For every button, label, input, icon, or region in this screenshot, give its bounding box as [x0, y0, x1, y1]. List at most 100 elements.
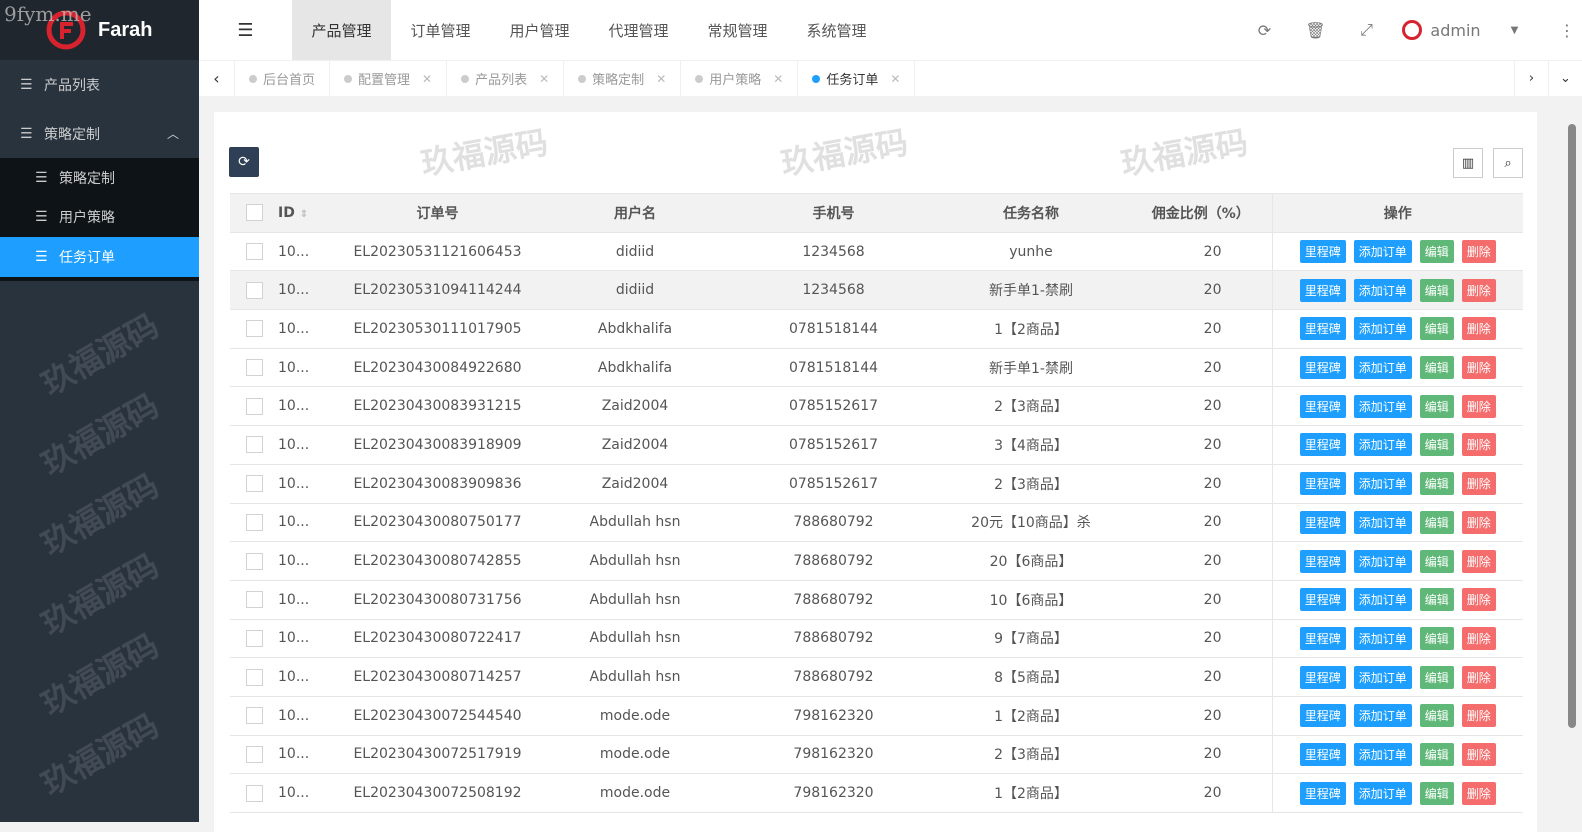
add-order-button[interactable]: 添加订单 — [1353, 278, 1412, 302]
delete-button[interactable]: 删除 — [1461, 317, 1496, 341]
sidebar-item-strategy[interactable]: ☰ 策略定制 ︿ — [0, 109, 199, 158]
row-checkbox[interactable] — [230, 541, 278, 581]
scrollbar[interactable] — [1568, 112, 1578, 812]
topnav-order[interactable]: 订单管理 — [410, 21, 471, 40]
edit-button[interactable]: 编辑 — [1419, 317, 1454, 341]
add-order-button[interactable]: 添加订单 — [1353, 781, 1412, 805]
table-refresh-button[interactable]: ⟳ — [229, 147, 259, 177]
edit-button[interactable]: 编辑 — [1419, 781, 1454, 805]
row-checkbox[interactable] — [230, 657, 278, 697]
tab-user-strategy[interactable]: 用户策略 ✕ — [681, 61, 799, 96]
sidebar-item-task-orders[interactable]: ☰ 任务订单 — [0, 237, 199, 277]
edit-button[interactable]: 编辑 — [1419, 472, 1454, 496]
edit-button[interactable]: 编辑 — [1419, 356, 1454, 380]
tab-task-orders[interactable]: 任务订单 ✕ — [798, 61, 916, 96]
edit-button[interactable]: 编辑 — [1419, 588, 1454, 612]
add-order-button[interactable]: 添加订单 — [1353, 742, 1412, 766]
select-all-checkbox[interactable] — [230, 193, 278, 233]
row-checkbox[interactable] — [230, 425, 278, 465]
milestone-button[interactable]: 里程碑 — [1299, 510, 1346, 534]
tab-config[interactable]: 配置管理 ✕ — [330, 61, 448, 96]
milestone-button[interactable]: 里程碑 — [1299, 781, 1346, 805]
delete-button[interactable]: 删除 — [1461, 626, 1496, 650]
edit-button[interactable]: 编辑 — [1419, 240, 1454, 264]
topnav-user[interactable]: 用户管理 — [509, 21, 570, 40]
refresh-icon[interactable]: ⟳ — [1257, 20, 1272, 40]
topnav-system[interactable]: 系统管理 — [806, 21, 867, 40]
row-checkbox[interactable] — [230, 464, 278, 504]
milestone-button[interactable]: 里程碑 — [1299, 742, 1346, 766]
edit-button[interactable]: 编辑 — [1419, 665, 1454, 689]
milestone-button[interactable]: 里程碑 — [1299, 588, 1346, 612]
delete-button[interactable]: 删除 — [1461, 433, 1496, 457]
edit-button[interactable]: 编辑 — [1419, 510, 1454, 534]
tab-home[interactable]: 后台首页 — [235, 61, 331, 96]
delete-button[interactable]: 删除 — [1461, 356, 1496, 380]
milestone-button[interactable]: 里程碑 — [1299, 356, 1346, 380]
search-button[interactable]: ⌕ — [1493, 148, 1523, 178]
milestone-button[interactable]: 里程碑 — [1299, 549, 1346, 573]
tab-strategy[interactable]: 策略定制 ✕ — [564, 61, 682, 96]
row-checkbox[interactable] — [230, 386, 278, 427]
edit-button[interactable]: 编辑 — [1419, 626, 1454, 650]
delete-button[interactable]: 删除 — [1461, 549, 1496, 573]
add-order-button[interactable]: 添加订单 — [1353, 510, 1412, 534]
tabs-prev-icon[interactable]: ‹ — [199, 61, 235, 96]
row-checkbox[interactable] — [230, 503, 278, 543]
topnav-product[interactable]: 产品管理 — [292, 0, 391, 60]
close-icon[interactable]: ✕ — [773, 71, 784, 86]
row-checkbox[interactable] — [230, 696, 278, 736]
delete-button[interactable]: 删除 — [1461, 781, 1496, 805]
delete-button[interactable]: 删除 — [1461, 240, 1496, 264]
tabs-dropdown-icon[interactable]: ⌄ — [1548, 61, 1582, 96]
sidebar-item-product-list[interactable]: ☰ 产品列表 — [0, 60, 199, 109]
close-icon[interactable]: ✕ — [422, 71, 433, 86]
milestone-button[interactable]: 里程碑 — [1299, 704, 1346, 728]
sidebar-item-strategy-custom[interactable]: ☰ 策略定制 — [0, 158, 199, 198]
add-order-button[interactable]: 添加订单 — [1353, 240, 1412, 264]
sidebar-item-user-strategy[interactable]: ☰ 用户策略 — [0, 198, 199, 238]
add-order-button[interactable]: 添加订单 — [1353, 472, 1412, 496]
edit-button[interactable]: 编辑 — [1419, 433, 1454, 457]
delete-button[interactable]: 删除 — [1461, 704, 1496, 728]
sort-icon[interactable]: ⇕ — [299, 208, 309, 220]
row-checkbox[interactable] — [230, 232, 278, 272]
row-checkbox[interactable] — [230, 270, 278, 311]
add-order-button[interactable]: 添加订单 — [1353, 317, 1412, 341]
milestone-button[interactable]: 里程碑 — [1299, 394, 1346, 418]
edit-button[interactable]: 编辑 — [1419, 278, 1454, 302]
menu-toggle-icon[interactable]: ☰ — [237, 19, 254, 41]
add-order-button[interactable]: 添加订单 — [1353, 433, 1412, 457]
row-checkbox[interactable] — [230, 619, 278, 659]
topnav-agent[interactable]: 代理管理 — [608, 21, 669, 40]
add-order-button[interactable]: 添加订单 — [1353, 394, 1412, 418]
milestone-button[interactable]: 里程碑 — [1299, 665, 1346, 689]
milestone-button[interactable]: 里程碑 — [1299, 472, 1346, 496]
delete-button[interactable]: 删除 — [1461, 394, 1496, 418]
add-order-button[interactable]: 添加订单 — [1353, 626, 1412, 650]
edit-button[interactable]: 编辑 — [1419, 742, 1454, 766]
row-checkbox[interactable] — [230, 348, 278, 388]
add-order-button[interactable]: 添加订单 — [1353, 665, 1412, 689]
tab-product-list[interactable]: 产品列表 ✕ — [447, 61, 565, 96]
delete-button[interactable]: 删除 — [1461, 742, 1496, 766]
milestone-button[interactable]: 里程碑 — [1299, 433, 1346, 457]
topnav-general[interactable]: 常规管理 — [707, 21, 768, 40]
add-order-button[interactable]: 添加订单 — [1353, 356, 1412, 380]
milestone-button[interactable]: 里程碑 — [1299, 626, 1346, 650]
close-icon[interactable]: ✕ — [890, 71, 901, 86]
add-order-button[interactable]: 添加订单 — [1353, 704, 1412, 728]
delete-button[interactable]: 删除 — [1461, 472, 1496, 496]
trash-icon[interactable]: 🗑 — [1305, 20, 1326, 40]
header-id[interactable]: ID ⇕ — [278, 193, 340, 233]
logo[interactable]: Farah — [0, 0, 199, 60]
add-order-button[interactable]: 添加订单 — [1353, 549, 1412, 573]
add-order-button[interactable]: 添加订单 — [1353, 588, 1412, 612]
close-icon[interactable]: ✕ — [656, 71, 667, 86]
row-checkbox[interactable] — [230, 773, 278, 813]
tabs-next-icon[interactable]: › — [1514, 61, 1548, 96]
columns-toggle-button[interactable]: ▥ — [1453, 148, 1483, 178]
edit-button[interactable]: 编辑 — [1419, 394, 1454, 418]
row-checkbox[interactable] — [230, 580, 278, 620]
milestone-button[interactable]: 里程碑 — [1299, 317, 1346, 341]
